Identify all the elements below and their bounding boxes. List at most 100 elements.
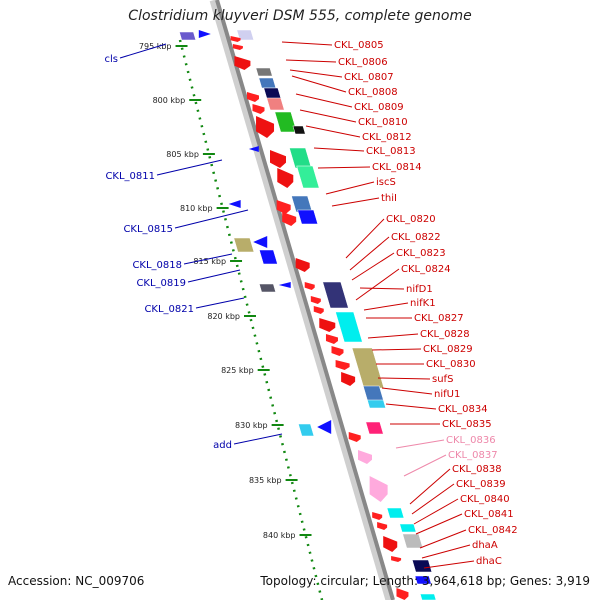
label-leader-line: [183, 253, 233, 265]
backbone-shadow: [209, 0, 395, 600]
gene-label: iscS: [376, 177, 396, 188]
label-leader-line: [363, 302, 409, 311]
gene-label: CKL_0841: [464, 509, 514, 520]
label-leader-line: [345, 218, 385, 259]
label-leader-line: [187, 269, 241, 283]
gene-arrow-forward: [310, 296, 321, 304]
label-leader-line: [349, 236, 390, 271]
label-leader-line: [295, 93, 353, 108]
gene-arrow-forward: [369, 476, 388, 502]
tick-label: 840 kbp: [263, 531, 296, 540]
gene-label: CKL_0820: [386, 214, 436, 225]
gene-box: [386, 507, 405, 519]
gene-label: CKL_0814: [372, 162, 422, 173]
gene-box: [322, 281, 349, 309]
gene-box: [362, 385, 385, 403]
gene-arrow-forward: [325, 334, 338, 344]
label-leader-line: [413, 498, 459, 525]
gene-label: CKL_0818: [132, 260, 182, 271]
tick-label: 810 kbp: [180, 204, 213, 213]
gene-arrow-forward: [256, 116, 275, 138]
gene-label: CKL_0807: [344, 72, 394, 83]
gene-arrow-forward: [282, 212, 297, 226]
gene-label: CKL_0812: [362, 132, 412, 143]
label-leader-line: [305, 125, 361, 138]
map-title: Clostridium kluyveri DSM 555, complete g…: [128, 8, 472, 24]
label-leader-line: [233, 433, 283, 445]
gene-label: nifD1: [406, 284, 433, 295]
gene-box: [367, 399, 387, 409]
gene-box: [411, 559, 433, 573]
gene-arrow-forward: [313, 306, 324, 314]
gene-arrow-forward: [335, 360, 350, 370]
gene-label: CKL_0835: [442, 419, 492, 430]
tick-label: 805 kbp: [166, 150, 199, 159]
label-leader-line: [421, 544, 471, 559]
label-leader-line: [367, 333, 419, 339]
gene-label: CKL_0809: [354, 102, 404, 113]
gene-box: [179, 31, 197, 41]
label-leader-line: [395, 439, 445, 449]
kbp-ticks: 795 kbp 800 kbp 805 kbp 810 kbp 815 kbp 820 k…: [139, 39, 324, 600]
gene-box: [402, 533, 424, 549]
gene-label: dhaA: [472, 540, 498, 551]
tick-label: 835 kbp: [249, 476, 282, 485]
gene-arrow-forward: [232, 44, 243, 50]
gene-box: [414, 575, 432, 585]
label-leader-line: [377, 377, 431, 380]
gene-arrow-forward: [230, 36, 241, 42]
gene-box: [365, 421, 384, 435]
label-leader-line: [174, 209, 249, 229]
label-leader-line: [119, 43, 167, 59]
gene-arrow-forward: [277, 168, 294, 188]
gene-box: [298, 423, 315, 437]
gene-label: CKL_0834: [438, 404, 488, 415]
gene-label: sufS: [432, 374, 453, 385]
gene-arrow-forward: [358, 450, 372, 464]
gene-label: CKL_0808: [348, 87, 398, 98]
gene-arrow-forward: [331, 346, 344, 356]
label-leader-line: [281, 41, 333, 46]
gene-box: [258, 283, 276, 293]
label-leader-line: [291, 75, 347, 93]
gene-arrow-reverse: [248, 146, 259, 152]
gene-box: [292, 125, 306, 135]
gene-label: dhaC: [476, 556, 502, 567]
gene-arrow-forward: [391, 556, 402, 562]
label-leader-line: [355, 268, 400, 301]
gene-label: CKL_0819: [136, 278, 186, 289]
label-leader-line: [359, 287, 405, 290]
label-leaders: [119, 41, 475, 569]
gene-label: thiI: [381, 193, 397, 204]
label-leader-line: [351, 252, 395, 281]
gene-label: CKL_0823: [396, 248, 446, 259]
gene-label: CKL_0824: [401, 264, 451, 275]
gene-arrow-forward: [295, 258, 310, 272]
genome-backbone: [209, 0, 395, 600]
gene-arrow-reverse: [317, 420, 332, 434]
gene-label: CKL_0810: [358, 117, 408, 128]
gene-label: nifK1: [410, 298, 436, 309]
label-leader-line: [419, 529, 467, 549]
label-leader-line: [331, 197, 380, 207]
gene-box: [259, 249, 278, 265]
gene-box: [351, 347, 385, 389]
label-leader-line: [285, 59, 337, 63]
gene-arrow-forward: [252, 104, 265, 114]
gene-arrow-forward: [372, 512, 383, 520]
gene-label: CKL_0829: [423, 344, 473, 355]
gene-label: CKL_0822: [391, 232, 441, 243]
gene-box: [266, 97, 285, 111]
gene-label: CKL_0837: [448, 450, 498, 461]
gene-arrow-forward: [270, 150, 286, 168]
gene-label: CKL_0830: [426, 359, 476, 370]
label-leader-line: [385, 403, 437, 410]
gene-label: CKL_0836: [446, 435, 496, 446]
gene-arrow-reverse: [198, 30, 211, 38]
gene-arrow-reverse: [253, 236, 268, 248]
backbone-line: [215, 0, 395, 600]
gene-box: [399, 523, 417, 533]
gene-label: cls: [105, 54, 119, 65]
gene-label: CKL_0805: [334, 40, 384, 51]
